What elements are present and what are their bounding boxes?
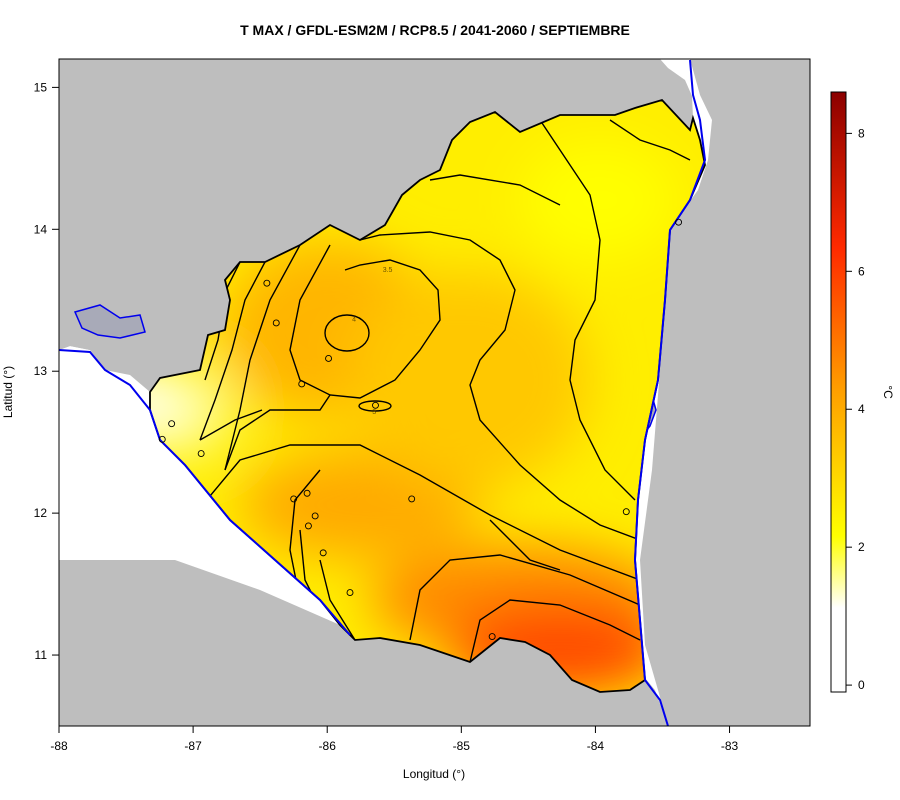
caribbean-coastline	[633, 59, 707, 726]
station-marker	[298, 380, 306, 388]
colorbar-tick-label: 4	[858, 402, 865, 416]
contour-label: 4	[352, 317, 356, 324]
x-tick-label: -85	[453, 739, 471, 753]
station-marker	[408, 495, 416, 503]
contour-lines	[189, 119, 691, 663]
contour-label: 3	[372, 409, 376, 416]
station-marker	[622, 508, 630, 516]
y-axis-label: Latitud (°)	[1, 366, 15, 418]
honduras-landmass	[59, 59, 693, 392]
station-marker	[325, 354, 333, 362]
station-marker	[675, 218, 683, 226]
y-tick-label: 15	[34, 80, 48, 94]
station-marker	[197, 450, 205, 457]
station-marker	[303, 489, 311, 497]
y-tick-label: 12	[34, 506, 48, 520]
pacific-coastline	[59, 349, 351, 636]
x-tick-label: -87	[184, 739, 202, 753]
plot-frame	[58, 58, 811, 727]
colorbar-tick-label: 2	[858, 540, 865, 554]
contour-labels: 3.5 4 3	[352, 267, 392, 416]
y-tick-label: 13	[34, 364, 48, 378]
x-tick-label: -83	[721, 739, 739, 753]
stations-layer	[158, 218, 683, 641]
x-tick-label: -84	[587, 739, 605, 753]
station-marker	[158, 435, 166, 443]
y-tick-label: 14	[34, 222, 48, 236]
caribbean-east-land	[640, 59, 810, 726]
colorbar-gradient	[830, 91, 847, 693]
colorbar-tick-label: 6	[858, 264, 865, 278]
station-marker	[304, 522, 312, 530]
colorbar-tick-label: 0	[858, 678, 865, 692]
contour-label: 3.5	[383, 267, 393, 274]
station-marker	[372, 401, 379, 409]
gulf-fonseca	[73, 304, 146, 339]
y-axis: 15 14 13 12 11	[34, 80, 59, 662]
plot-area: 3.5 4 3	[59, 59, 810, 726]
station-marker	[290, 495, 298, 503]
station-marker	[319, 549, 327, 557]
x-axis: -88 -87 -86 -85 -84 -83	[50, 726, 739, 753]
station-marker	[311, 512, 319, 520]
map-title: T MAX / GFDL-ESM2M / RCP8.5 / 2041-2060 …	[240, 22, 630, 38]
station-marker	[263, 279, 271, 287]
station-marker	[272, 319, 280, 327]
colorbar: 0 2 4 6 8 °C	[830, 91, 895, 693]
costa-rica-landmass	[59, 560, 668, 726]
station-marker	[168, 420, 176, 428]
x-axis-label: Longitud (°)	[403, 767, 465, 781]
colorbar-tick-label: 8	[858, 126, 865, 140]
x-tick-label: -86	[319, 739, 337, 753]
station-marker	[346, 589, 354, 597]
colorbar-ticks: 0 2 4 6 8	[846, 126, 865, 692]
station-marker	[488, 633, 496, 641]
y-tick-label: 11	[35, 648, 48, 662]
x-tick-label: -88	[50, 739, 68, 753]
colorbar-unit-label: °C	[881, 385, 895, 399]
